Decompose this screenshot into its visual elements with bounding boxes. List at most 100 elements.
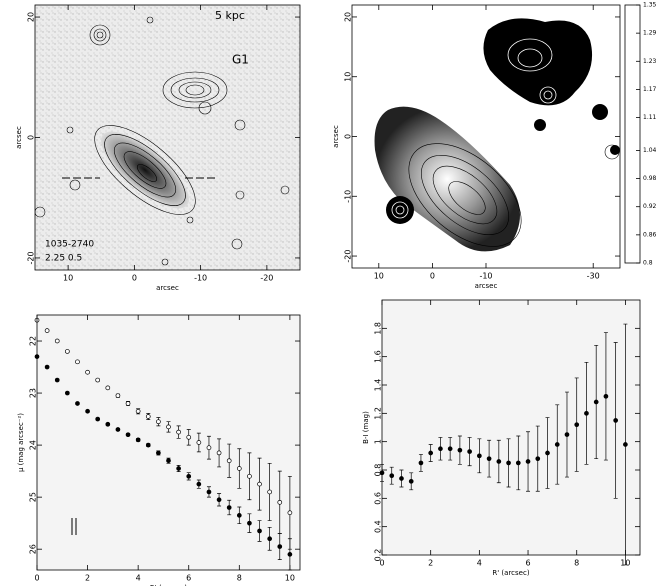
data-point [54, 377, 60, 383]
y-tick-label: 0 [344, 134, 353, 139]
image-right [352, 5, 640, 268]
colorbar-label: 0.8 [643, 260, 653, 267]
data-point [467, 449, 472, 454]
x-tick-label: 8 [237, 574, 242, 583]
y-tick-label: 1.4 [374, 379, 383, 392]
data-point [486, 456, 492, 462]
y-tick-label: 0.4 [374, 520, 383, 533]
colorbar-label: 1.35 [643, 2, 657, 9]
data-point [156, 450, 161, 456]
data-point [44, 328, 50, 333]
x-tick-label: 6 [186, 574, 191, 583]
colorbar [625, 5, 640, 263]
data-point [206, 489, 212, 495]
x-tick-label: 0 [34, 574, 39, 583]
x-axis-label: arcsec [156, 284, 179, 292]
data-point [574, 422, 580, 428]
y-tick-label: 10 [344, 72, 353, 82]
data-point [277, 544, 283, 549]
y-axis-label: B-I (mag) [362, 411, 370, 444]
data-point [216, 450, 222, 456]
data-point [535, 456, 541, 462]
annotation: G1 [232, 53, 249, 67]
data-point [267, 536, 273, 542]
data-point [226, 458, 232, 464]
data-point [85, 369, 90, 375]
colorbar-label: 1.29 [643, 30, 657, 37]
data-point [105, 421, 111, 427]
data-point [166, 458, 171, 464]
x-tick-label: -30 [587, 272, 600, 281]
x-tick-label: 2 [85, 574, 90, 583]
data-point [95, 416, 101, 422]
colorbar-label: 1.23 [643, 58, 657, 65]
data-point [418, 460, 424, 466]
x-axis-label: arcsec [475, 282, 498, 290]
frame [351, 4, 621, 269]
image-left [35, 5, 300, 270]
annotation: 1035-2740 [45, 240, 94, 250]
x-tick-label: -10 [479, 272, 492, 281]
y-tick-label: 22 [29, 336, 38, 346]
frame [36, 314, 301, 571]
data-point [247, 520, 252, 526]
y-tick-label: -20 [344, 250, 353, 263]
y-tick-label: 20 [27, 12, 36, 22]
data-point [95, 377, 101, 383]
data-point [603, 393, 609, 399]
y-tick-label: -10 [344, 190, 353, 203]
frame [34, 4, 301, 271]
data-point [389, 473, 395, 479]
data-point [584, 410, 589, 416]
y-tick-label: 0.2 [374, 549, 383, 562]
data-point [75, 359, 80, 365]
x-tick-label: 2 [428, 559, 433, 568]
plot-bg [37, 315, 300, 570]
data-point [247, 473, 252, 479]
annotation: 5 kpc [215, 9, 245, 22]
data-point [287, 510, 293, 516]
x-axis-label: R' (arcsec) [150, 584, 187, 586]
data-point [135, 437, 141, 443]
colorbar-label: 1.04 [643, 147, 657, 154]
data-point [85, 408, 90, 414]
y-tick-label: 1.2 [374, 407, 383, 420]
data-point [564, 432, 570, 437]
y-tick-label: 1.6 [374, 350, 383, 363]
data-point [438, 446, 443, 452]
colorbar-label: 0.86 [643, 231, 657, 238]
data-point [64, 349, 70, 354]
x-tick-label: 10 [374, 272, 384, 281]
x-axis-label: R' (arcsec) [492, 569, 529, 577]
y-tick-label: 25 [29, 492, 38, 502]
data-point [186, 473, 192, 479]
data-point [75, 401, 80, 406]
data-point [115, 427, 121, 432]
data-point [257, 528, 262, 534]
y-tick-label: 23 [29, 388, 38, 398]
data-point [125, 432, 131, 438]
y-tick-label: 24 [29, 440, 38, 450]
colorbar-label: 1.17 [643, 86, 657, 93]
data-point [105, 385, 111, 391]
y-axis-label: arcsec [15, 126, 23, 149]
data-point [135, 408, 141, 414]
data-point [54, 338, 60, 344]
data-point [176, 466, 181, 471]
data-point [506, 460, 511, 466]
data-point [176, 429, 181, 435]
data-point [226, 505, 232, 510]
data-point [115, 393, 121, 399]
data-point [408, 478, 414, 484]
x-tick-label: 10 [63, 274, 73, 283]
data-point [287, 552, 293, 557]
data-point [206, 445, 212, 451]
x-tick-label: 8 [574, 559, 579, 568]
data-point [496, 459, 502, 464]
x-tick-label: 0 [430, 272, 435, 281]
data-point [257, 481, 262, 487]
colorbar-frame [624, 4, 641, 264]
y-tick-label: 1.8 [374, 322, 383, 335]
y-tick-label: 1 [374, 439, 383, 444]
